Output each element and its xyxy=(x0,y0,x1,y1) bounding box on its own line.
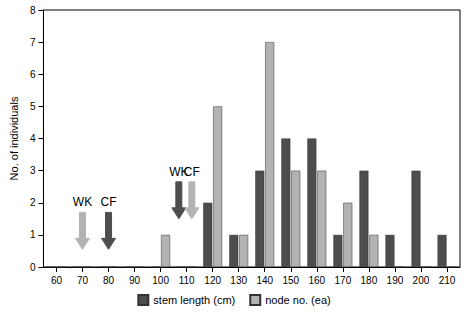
svg-text:WK: WK xyxy=(73,195,92,209)
svg-text:60: 60 xyxy=(51,275,63,286)
svg-text:140: 140 xyxy=(256,275,273,286)
svg-text:200: 200 xyxy=(413,275,430,286)
svg-text:190: 190 xyxy=(387,275,404,286)
svg-text:110: 110 xyxy=(179,275,195,286)
svg-text:100: 100 xyxy=(152,275,169,286)
svg-text:90: 90 xyxy=(129,275,141,286)
svg-text:1: 1 xyxy=(30,229,36,240)
svg-text:5: 5 xyxy=(30,101,36,112)
svg-text:180: 180 xyxy=(361,275,378,286)
svg-text:160: 160 xyxy=(308,275,325,286)
svg-text:80: 80 xyxy=(103,275,115,286)
svg-text:No. of individuals: No. of individuals xyxy=(8,96,20,180)
svg-text:210: 210 xyxy=(439,275,456,286)
svg-text:stem length (cm): stem length (cm) xyxy=(153,294,235,306)
svg-text:CF: CF xyxy=(184,165,200,179)
svg-text:4: 4 xyxy=(30,133,36,144)
svg-text:CF: CF xyxy=(101,195,117,209)
svg-text:8: 8 xyxy=(30,5,36,16)
svg-text:6: 6 xyxy=(30,69,36,80)
svg-text:WK: WK xyxy=(169,164,189,179)
svg-text:130: 130 xyxy=(230,275,247,286)
svg-text:0: 0 xyxy=(30,262,36,273)
svg-text:node no. (ea): node no. (ea) xyxy=(265,294,330,306)
svg-text:3: 3 xyxy=(30,165,36,176)
svg-text:150: 150 xyxy=(282,275,299,286)
svg-text:120: 120 xyxy=(204,275,221,286)
svg-text:170: 170 xyxy=(335,275,352,286)
svg-text:70: 70 xyxy=(77,275,89,286)
svg-text:7: 7 xyxy=(30,37,36,48)
svg-text:2: 2 xyxy=(30,197,36,208)
